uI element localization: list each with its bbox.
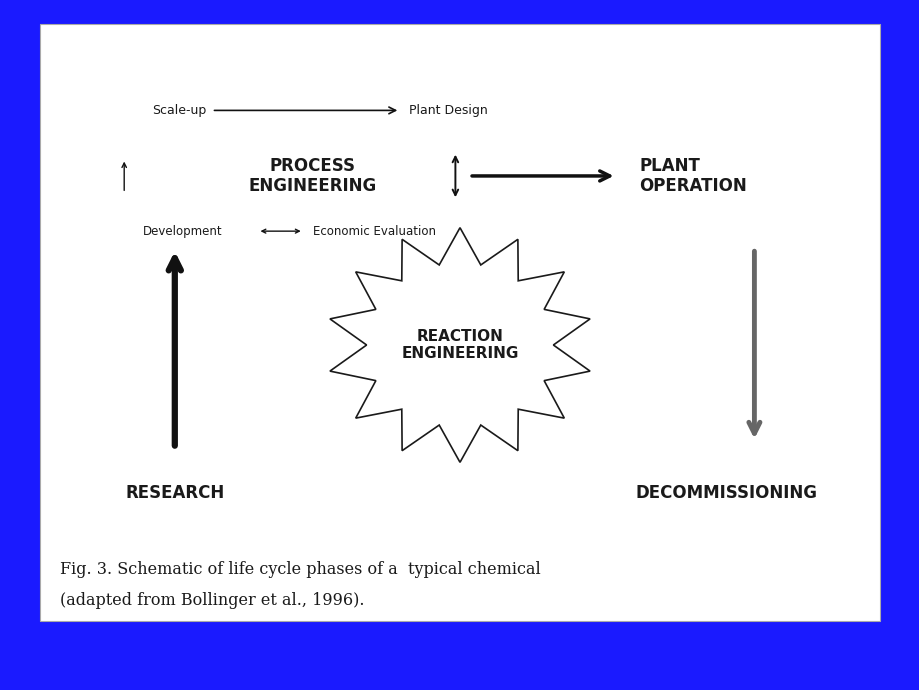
Text: RESEARCH: RESEARCH bbox=[125, 484, 224, 502]
Text: Economic Evaluation: Economic Evaluation bbox=[312, 225, 436, 237]
Text: Fig. 3. Schematic of life cycle phases of a  typical chemical: Fig. 3. Schematic of life cycle phases o… bbox=[60, 561, 540, 578]
Text: (adapted from Bollinger et al., 1996).: (adapted from Bollinger et al., 1996). bbox=[60, 592, 364, 609]
Text: PROCESS
ENGINEERING: PROCESS ENGINEERING bbox=[248, 157, 377, 195]
Polygon shape bbox=[330, 228, 589, 462]
Text: REACTION
ENGINEERING: REACTION ENGINEERING bbox=[401, 329, 518, 361]
Text: PLANT
OPERATION: PLANT OPERATION bbox=[639, 157, 746, 195]
Text: Scale-up: Scale-up bbox=[152, 104, 206, 117]
Text: Development: Development bbox=[142, 225, 222, 237]
Text: DECOMMISSIONING: DECOMMISSIONING bbox=[635, 484, 817, 502]
Text: Plant Design: Plant Design bbox=[409, 104, 488, 117]
